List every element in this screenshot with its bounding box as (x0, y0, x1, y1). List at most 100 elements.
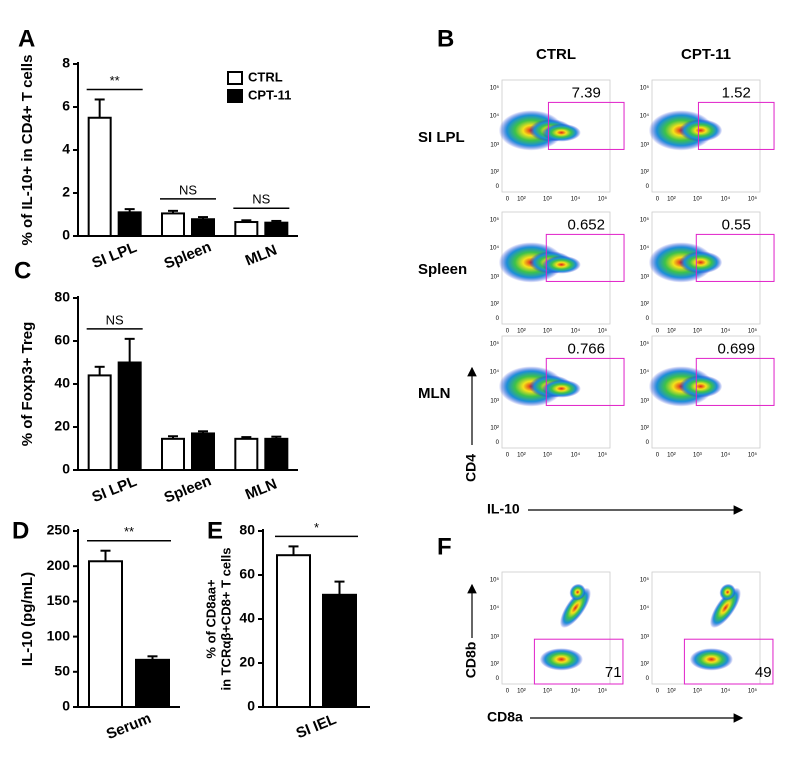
tick-label: 10⁵ (640, 84, 650, 91)
gate (545, 357, 625, 406)
density (679, 251, 723, 274)
gate-value: 7.39 (572, 84, 601, 101)
density (689, 648, 734, 671)
x-tick-label: MLN (243, 476, 280, 504)
y-tick-label: 100 (47, 627, 71, 643)
tick-label: 10⁵ (490, 576, 500, 583)
significance-label: NS (106, 312, 124, 327)
tick-label: 10⁴ (571, 452, 581, 459)
tick-label: 0 (656, 453, 660, 459)
tick-label: 10² (517, 689, 526, 695)
gate-value: 71 (605, 664, 622, 681)
bar (117, 211, 142, 238)
significance-label: NS (252, 192, 270, 207)
y-tick-label: 50 (54, 663, 70, 679)
bar (322, 593, 357, 708)
bar (234, 437, 259, 472)
gate-value: 0.699 (717, 340, 755, 357)
tick-label: 10⁴ (490, 368, 500, 375)
tick-label: 10⁴ (721, 452, 731, 459)
tick-label: 10³ (693, 197, 702, 203)
panel-letter: E (207, 517, 223, 544)
panel-letter: C (14, 257, 31, 284)
tick-label: 10⁴ (571, 196, 581, 203)
tick-label: 10⁵ (748, 328, 758, 335)
axis-label: CD8a (487, 709, 523, 725)
y-tick-label: 0 (247, 698, 255, 714)
tick-label: 10² (640, 169, 649, 175)
tick-label: 10⁴ (721, 328, 731, 335)
tick-label: 10⁵ (640, 576, 650, 583)
gate (547, 101, 625, 150)
tick-label: 10⁵ (748, 688, 758, 695)
gate (695, 233, 775, 282)
y-tick-label: 0 (62, 227, 70, 243)
density (541, 379, 581, 398)
y-axis-label: IL-10 (pg/mL) (19, 572, 36, 666)
tick-label: 10⁵ (490, 216, 500, 223)
gate (683, 638, 774, 685)
tick-label: 10⁵ (598, 452, 608, 459)
x-tick-label: SI IEL (294, 711, 339, 742)
bar (264, 437, 289, 472)
x-tick-label: SI LPL (90, 239, 140, 272)
tick-label: 10⁴ (640, 112, 650, 119)
tick-label: 10⁴ (721, 688, 731, 695)
y-tick-label: 200 (47, 557, 71, 573)
y-tick-label: 8 (62, 55, 70, 71)
y-tick-label: 6 (62, 98, 70, 114)
tick-label: 0 (656, 197, 660, 203)
tick-label: 10³ (490, 399, 499, 405)
tick-label: 0 (646, 316, 650, 322)
tick-label: 10² (667, 453, 676, 459)
tick-label: 0 (646, 184, 650, 190)
tick-label: 10³ (543, 197, 552, 203)
y-axis-label: in TCRαβ+CD8+ T cells (218, 547, 233, 690)
tick-label: 0 (656, 689, 660, 695)
y-tick-label: 40 (239, 610, 255, 626)
y-tick-label: 4 (62, 141, 70, 157)
x-tick-label: Serum (104, 710, 154, 743)
panel-letter: A (18, 25, 35, 52)
tick-label: 10⁴ (640, 244, 650, 251)
tick-label: 10⁵ (598, 688, 608, 695)
significance-label: * (314, 520, 319, 535)
bar (234, 221, 259, 237)
tick-label: 10² (667, 329, 676, 335)
bar (161, 212, 185, 238)
legend-swatch (227, 89, 243, 103)
tick-label: 10³ (543, 689, 552, 695)
tick-label: 10³ (640, 399, 649, 405)
tick-label: 10³ (490, 275, 499, 281)
x-tick-label: Spleen (162, 238, 214, 272)
x-tick-label: MLN (243, 242, 280, 270)
bar (87, 374, 112, 471)
tick-label: 0 (646, 440, 650, 446)
significance-label: ** (110, 73, 120, 88)
tick-label: 10² (640, 425, 649, 431)
tick-label: 10² (517, 197, 526, 203)
y-tick-label: 20 (239, 654, 255, 670)
tick-label: 10⁵ (598, 328, 608, 335)
y-tick-label: 0 (62, 461, 70, 477)
panel-letter: B (437, 25, 454, 52)
column-label: CPT-11 (681, 46, 731, 63)
tick-label: 10⁴ (640, 368, 650, 375)
density (679, 375, 723, 398)
gate (545, 233, 625, 282)
axis-label: CD4 (463, 454, 479, 482)
tick-label: 10⁵ (640, 340, 650, 347)
tick-label: 0 (506, 197, 510, 203)
tick-label: 10² (490, 301, 499, 307)
tick-label: 0 (646, 676, 650, 682)
density (539, 648, 584, 671)
density (709, 587, 741, 628)
tick-label: 0 (496, 676, 500, 682)
tick-label: 10² (667, 197, 676, 203)
y-tick-label: 60 (239, 566, 255, 582)
significance-label: ** (124, 524, 134, 539)
tick-label: 0 (496, 184, 500, 190)
column-label: CTRL (536, 46, 576, 63)
tick-label: 10⁵ (598, 196, 608, 203)
gate (695, 357, 775, 406)
